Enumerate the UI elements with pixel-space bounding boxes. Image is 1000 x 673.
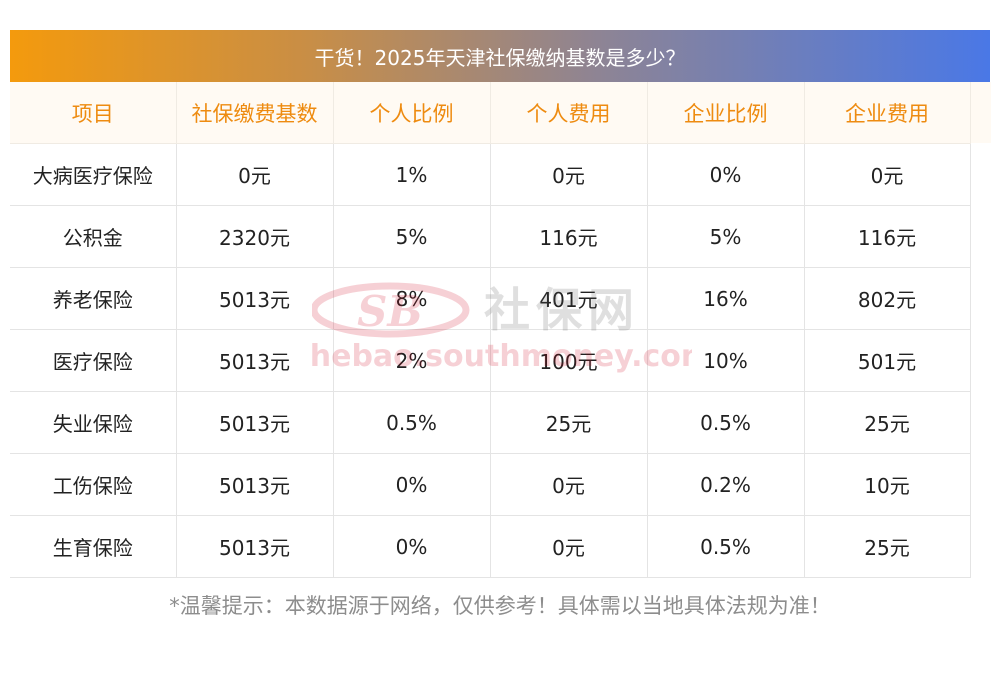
page-title-banner: 干货！2025年天津社保缴纳基数是多少？ bbox=[10, 30, 990, 82]
table-cell: 5013元 bbox=[175, 391, 334, 454]
table-cell: 0.2% bbox=[646, 453, 805, 516]
table-cell: 5% bbox=[332, 205, 491, 268]
table-cell: 医疗保险 bbox=[10, 329, 177, 392]
table-cell: 0.5% bbox=[646, 391, 805, 454]
header-personal-cost: 个人费用 bbox=[489, 82, 648, 144]
table-row: 大病医疗保险 0元 1% 0元 0% 0元 bbox=[10, 143, 971, 206]
table-cell: 5013元 bbox=[175, 453, 334, 516]
table-cell: 大病医疗保险 bbox=[10, 143, 177, 206]
table-cell: 10元 bbox=[803, 453, 971, 516]
table-cell: 501元 bbox=[803, 329, 971, 392]
table-cell: 401元 bbox=[489, 267, 648, 330]
table-row: 医疗保险 5013元 2% 100元 10% 501元 bbox=[10, 329, 971, 392]
table-row: 工伤保险 5013元 0% 0元 0.2% 10元 bbox=[10, 453, 971, 516]
table-cell: 5% bbox=[646, 205, 805, 268]
table-cell: 5013元 bbox=[175, 267, 334, 330]
table-cell: 失业保险 bbox=[10, 391, 177, 454]
table-cell: 25元 bbox=[489, 391, 648, 454]
table-cell: 10% bbox=[646, 329, 805, 392]
table-cell: 0元 bbox=[175, 143, 334, 206]
table-cell: 25元 bbox=[803, 391, 971, 454]
table-cell: 116元 bbox=[803, 205, 971, 268]
table-header-row: 项目 社保缴费基数 个人比例 个人费用 企业比例 企业费用 bbox=[10, 82, 971, 144]
table-row: 养老保险 5013元 8% 401元 16% 802元 bbox=[10, 267, 971, 330]
table-cell: 5013元 bbox=[175, 329, 334, 392]
table-cell: 1% bbox=[332, 143, 491, 206]
table-cell: 0元 bbox=[489, 453, 648, 516]
social-insurance-table: 项目 社保缴费基数 个人比例 个人费用 企业比例 企业费用 大病医疗保险 0元 … bbox=[10, 82, 971, 578]
table-cell: 5013元 bbox=[175, 515, 334, 578]
header-item: 项目 bbox=[10, 82, 177, 144]
page-title: 干货！2025年天津社保缴纳基数是多少？ bbox=[314, 45, 686, 70]
table-cell: 2% bbox=[332, 329, 491, 392]
table-cell: 16% bbox=[646, 267, 805, 330]
footnote: *温馨提示：本数据源于网络，仅供参考！具体需以当地具体法规为准！ bbox=[169, 594, 831, 618]
header-base: 社保缴费基数 bbox=[175, 82, 334, 144]
table-cell: 25元 bbox=[803, 515, 971, 578]
table-cell: 100元 bbox=[489, 329, 648, 392]
table-cell: 2320元 bbox=[175, 205, 334, 268]
header-personal-rate: 个人比例 bbox=[332, 82, 491, 144]
table-cell: 工伤保险 bbox=[10, 453, 177, 516]
table-row: 公积金 2320元 5% 116元 5% 116元 bbox=[10, 205, 971, 268]
table-cell: 公积金 bbox=[10, 205, 177, 268]
table-cell: 116元 bbox=[489, 205, 648, 268]
table-cell: 8% bbox=[332, 267, 491, 330]
table-cell: 养老保险 bbox=[10, 267, 177, 330]
header-company-cost: 企业费用 bbox=[803, 82, 971, 144]
header-tail-cell bbox=[970, 82, 991, 143]
table-cell: 生育保险 bbox=[10, 515, 177, 578]
table-cell: 0元 bbox=[489, 515, 648, 578]
table-cell: 802元 bbox=[803, 267, 971, 330]
table-cell: 0元 bbox=[803, 143, 971, 206]
table-cell: 0% bbox=[332, 515, 491, 578]
table-cell: 0.5% bbox=[332, 391, 491, 454]
table-cell: 0元 bbox=[489, 143, 648, 206]
table-row: 失业保险 5013元 0.5% 25元 0.5% 25元 bbox=[10, 391, 971, 454]
header-company-rate: 企业比例 bbox=[646, 82, 805, 144]
table-cell: 0% bbox=[332, 453, 491, 516]
table-cell: 0% bbox=[646, 143, 805, 206]
table-cell: 0.5% bbox=[646, 515, 805, 578]
table-row: 生育保险 5013元 0% 0元 0.5% 25元 bbox=[10, 515, 971, 578]
